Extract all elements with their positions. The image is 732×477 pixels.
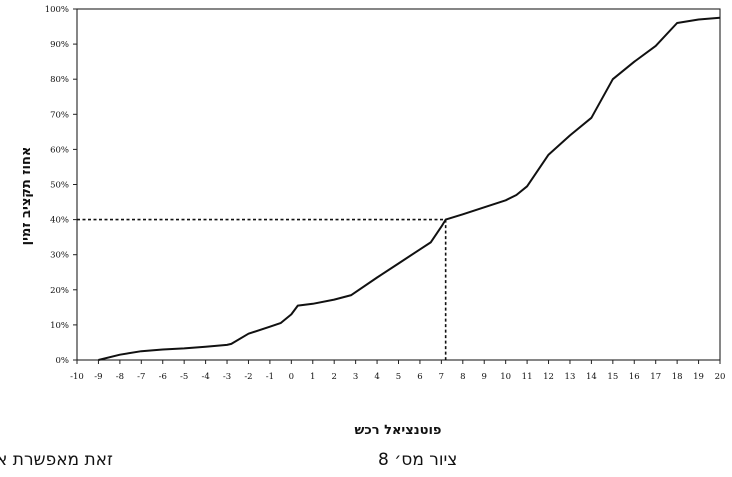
x-tick-label: 14 [586, 372, 597, 382]
x-tick-label: 15 [607, 372, 618, 382]
plot-area-frame [76, 8, 721, 361]
y-tick-label: 50% [50, 181, 69, 191]
cropped-body-text: זאת מאפשרת א [0, 450, 113, 470]
x-tick-label: -7 [137, 372, 145, 382]
x-tick-label: 6 [417, 372, 422, 382]
y-tick-label: 90% [50, 40, 69, 50]
x-tick-label: -2 [244, 372, 252, 382]
x-tick-label: -5 [180, 372, 188, 382]
x-tick-label: -3 [223, 372, 231, 382]
x-tick-label: 18 [672, 372, 683, 382]
y-tick-label: 10% [50, 321, 69, 331]
x-tick-label: 4 [374, 372, 379, 382]
x-tick-label: -10 [70, 372, 84, 382]
x-tick-label: 8 [460, 372, 465, 382]
x-tick-label: 9 [482, 372, 487, 382]
x-tick-label: 17 [650, 372, 661, 382]
x-tick-label: 5 [396, 372, 401, 382]
x-tick-label: 19 [693, 372, 704, 382]
x-tick-label: 20 [715, 372, 726, 382]
y-tick-label: 0% [56, 356, 70, 366]
x-tick-label: 13 [565, 372, 576, 382]
x-tick-label: 0 [289, 372, 294, 382]
x-tick-label: 3 [353, 372, 358, 382]
cumulative-series-line [98, 16, 721, 361]
figure-caption: ציור מס׳ 8 [378, 450, 458, 470]
y-tick-label: 40% [50, 216, 69, 226]
x-tick-label: 2 [331, 372, 336, 382]
y-axis-title: אחוז תקציב זמין [19, 147, 34, 246]
x-tick-label: -6 [159, 372, 167, 382]
y-tick-label: 20% [50, 286, 69, 296]
x-tick-label: 1 [310, 372, 315, 382]
x-tick-label: 10 [500, 372, 511, 382]
y-tick-label: 30% [50, 251, 69, 261]
x-tick-label: 16 [629, 372, 640, 382]
y-tick-label: 80% [50, 75, 69, 85]
x-tick-label: 12 [543, 372, 554, 382]
x-tick-label: -4 [201, 372, 209, 382]
x-tick-label: -1 [266, 372, 274, 382]
y-tick-label: 100% [45, 5, 69, 15]
y-tick-label: 60% [50, 145, 69, 155]
y-tick-label: 70% [50, 110, 69, 120]
x-tick-label: -9 [94, 372, 102, 382]
x-tick-label: 7 [439, 372, 444, 382]
x-tick-label: -8 [116, 372, 124, 382]
x-tick-label: 11 [522, 372, 533, 382]
x-axis-title: פוטנציאל רכש [355, 423, 442, 438]
